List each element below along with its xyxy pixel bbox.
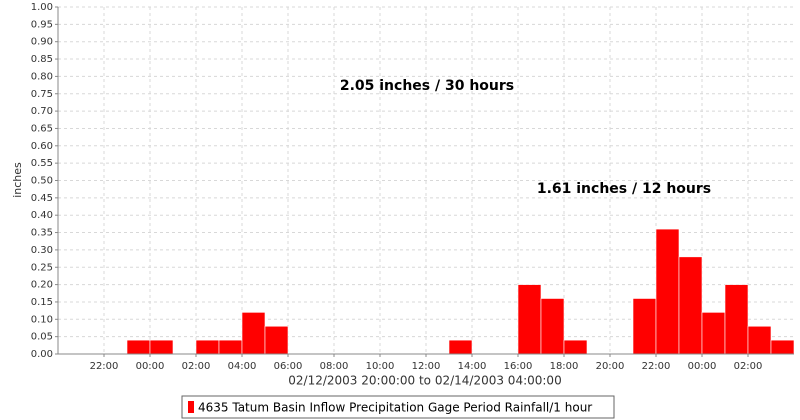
bar <box>241 312 266 355</box>
bar <box>701 312 726 355</box>
y-tick-label: 0.85 <box>31 54 53 65</box>
bar <box>678 256 703 355</box>
y-tick-label: 0.60 <box>31 141 53 152</box>
y-tick-label: 0.30 <box>31 245 53 256</box>
y-tick-label: 0.80 <box>31 71 53 82</box>
bar <box>218 339 243 355</box>
x-tick-label: 04:00 <box>228 361 257 372</box>
x-tick-label: 06:00 <box>274 361 303 372</box>
legend-box <box>181 395 615 419</box>
y-tick-label: 0.05 <box>31 332 53 343</box>
x-tick-label: 00:00 <box>136 361 165 372</box>
y-tick-label: 0.90 <box>31 37 53 48</box>
x-tick-label: 10:00 <box>366 361 395 372</box>
annotation: 1.61 inches / 12 hours <box>537 181 711 197</box>
annotation: 2.05 inches / 30 hours <box>340 78 514 94</box>
bar <box>724 284 749 355</box>
x-tick-label: 22:00 <box>90 361 119 372</box>
y-tick-label: 0.35 <box>31 228 53 239</box>
bar <box>517 284 542 355</box>
legend-label: 4635 Tatum Basin Inflow Precipitation Ga… <box>198 401 592 415</box>
y-tick-label: 0.00 <box>31 349 53 360</box>
x-tick-label: 02:00 <box>734 361 763 372</box>
bar <box>632 298 657 355</box>
x-tick-label: 16:00 <box>504 361 533 372</box>
x-tick-label: 20:00 <box>596 361 625 372</box>
bar <box>770 339 795 355</box>
y-tick-label: 0.70 <box>31 106 53 117</box>
y-tick-label: 0.15 <box>31 297 53 308</box>
bar <box>563 339 588 355</box>
x-tick-label: 00:00 <box>688 361 717 372</box>
y-tick-label: 1.00 <box>31 2 53 13</box>
bar <box>264 325 289 355</box>
bar <box>195 339 220 355</box>
y-tick-label: 0.65 <box>31 123 53 134</box>
y-tick-label: 0.20 <box>31 280 53 291</box>
x-tick-label: 12:00 <box>412 361 441 372</box>
x-tick-label: 22:00 <box>642 361 671 372</box>
y-tick-label: 0.55 <box>31 158 53 169</box>
legend-swatch <box>188 401 194 413</box>
bar <box>126 339 151 355</box>
bar <box>540 298 565 355</box>
x-tick-label: 08:00 <box>320 361 349 372</box>
x-tick-label: 18:00 <box>550 361 579 372</box>
y-tick-label: 0.25 <box>31 262 53 273</box>
x-axis-label: 02/12/2003 20:00:00 to 02/14/2003 04:00:… <box>288 374 561 388</box>
bar <box>655 228 680 355</box>
bar <box>747 325 772 355</box>
y-tick-label: 0.50 <box>31 176 53 187</box>
bar <box>448 339 473 355</box>
x-tick-label: 02:00 <box>182 361 211 372</box>
y-axis-label: inches <box>11 162 24 198</box>
y-tick-label: 0.45 <box>31 193 53 204</box>
x-tick-label: 14:00 <box>458 361 487 372</box>
y-tick-label: 0.95 <box>31 19 53 30</box>
bar <box>149 339 174 355</box>
y-tick-label: 0.75 <box>31 89 53 100</box>
y-tick-label: 0.40 <box>31 210 53 221</box>
y-tick-label: 0.10 <box>31 314 53 325</box>
